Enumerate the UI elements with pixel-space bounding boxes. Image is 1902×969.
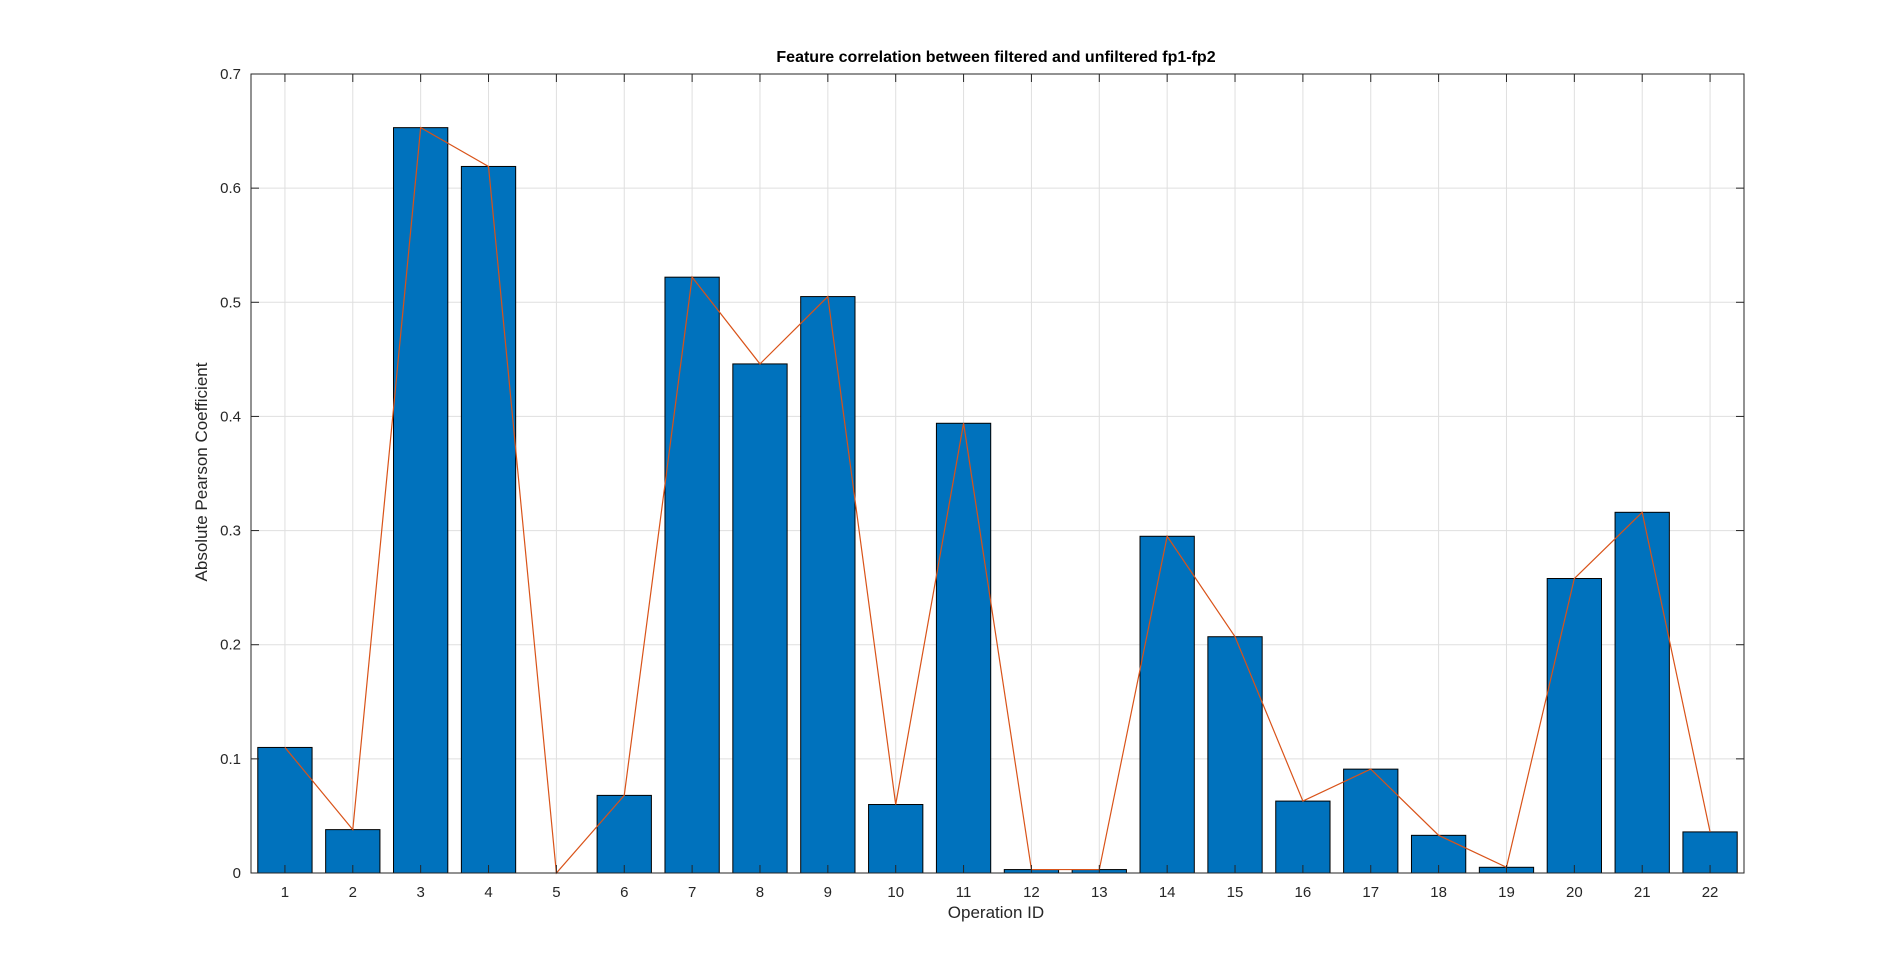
bar[interactable] [1207, 636, 1263, 874]
x-tick-label: 12 [1023, 884, 1040, 901]
x-tick-label: 6 [620, 884, 628, 901]
x-tick-label: 17 [1362, 884, 1379, 901]
x-tick-label: 1 [281, 884, 289, 901]
bar[interactable] [1139, 535, 1195, 874]
bar[interactable] [868, 804, 924, 874]
y-tick-label: 0 [233, 865, 241, 882]
bar[interactable] [1546, 578, 1602, 874]
bar[interactable] [393, 127, 449, 874]
x-tick-label: 13 [1091, 884, 1108, 901]
x-tick-label: 11 [956, 884, 972, 901]
x-tick-label: 20 [1566, 884, 1583, 901]
x-tick-label: 4 [484, 884, 492, 901]
x-tick-label: 21 [1634, 884, 1651, 901]
bar[interactable] [664, 276, 720, 874]
bar[interactable] [1343, 768, 1399, 874]
x-tick-label: 10 [887, 884, 904, 901]
y-tick-label: 0.7 [220, 66, 241, 83]
x-tick-label: 15 [1227, 884, 1244, 901]
axes-box [250, 73, 1745, 874]
x-tick-label: 9 [824, 884, 832, 901]
y-tick-label: 0.5 [220, 294, 241, 311]
x-tick-label: 18 [1430, 884, 1447, 901]
x-tick-label: 3 [416, 884, 424, 901]
y-tick-label: 0.3 [220, 523, 241, 540]
x-tick-label: 14 [1159, 884, 1176, 901]
bar[interactable] [1614, 511, 1670, 874]
chart-title: Feature correlation between filtered and… [776, 49, 1215, 66]
plot-area: 1 2 3 4 5 6 7 8 9 10 11 12 13 14 15 16 17 18 19 20 21 2200.10… [220, 66, 1745, 901]
bar[interactable] [732, 363, 788, 874]
x-tick-label: 19 [1498, 884, 1515, 901]
x-tick-label: 7 [688, 884, 696, 901]
bar[interactable] [460, 165, 517, 874]
y-tick-label: 0.6 [220, 180, 241, 197]
x-tick-label: 16 [1295, 884, 1312, 901]
bar[interactable] [596, 794, 652, 874]
x-tick-label: 5 [552, 884, 560, 901]
x-tick-label: 8 [756, 884, 764, 901]
bar[interactable] [935, 422, 992, 874]
y-tick-label: 0.2 [220, 637, 241, 654]
x-axis-label: Operation ID [948, 903, 1044, 922]
series-line [284, 126, 1711, 875]
bar[interactable] [1275, 800, 1331, 874]
bar[interactable] [800, 296, 856, 874]
x-tick-label: 22 [1702, 884, 1719, 901]
y-tick-label: 0.4 [220, 408, 241, 425]
y-tick-label: 0.1 [220, 751, 241, 768]
y-axis-label: Absolute Pearson Coefficient [192, 362, 211, 581]
bar[interactable] [257, 746, 313, 874]
x-tick-label: 2 [349, 884, 357, 901]
